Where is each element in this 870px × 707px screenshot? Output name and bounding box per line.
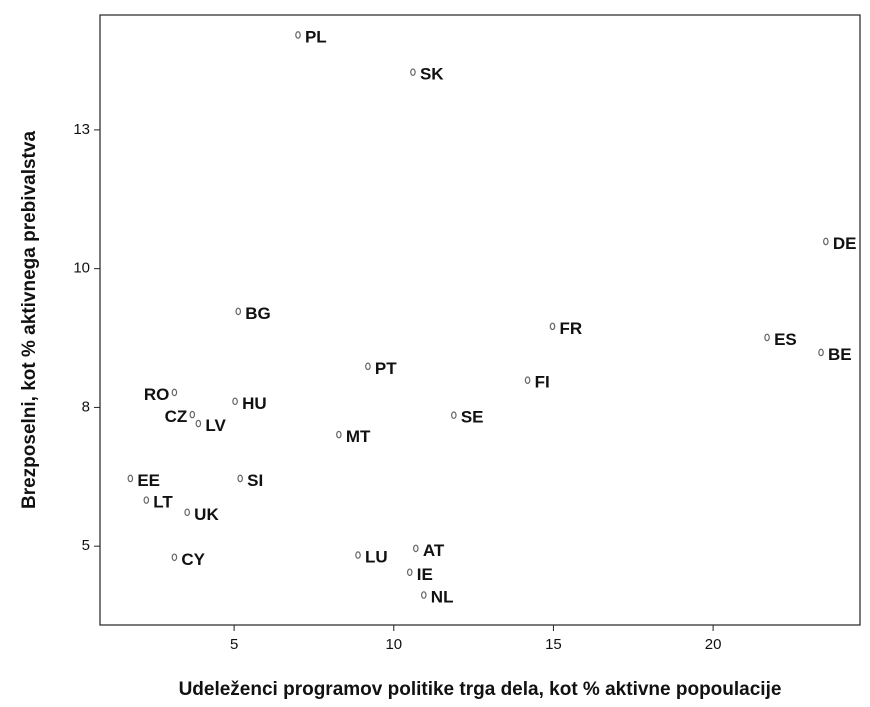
point <box>549 322 556 331</box>
point <box>184 508 190 517</box>
point-label: RO <box>144 385 170 404</box>
point <box>195 419 202 428</box>
point-label: SE <box>461 408 484 427</box>
point-label: LT <box>153 493 173 512</box>
x-tick-label: 20 <box>705 636 722 653</box>
x-tick-label: 15 <box>545 636 562 653</box>
point-label: CZ <box>165 407 188 426</box>
plot-frame <box>99 14 861 626</box>
point <box>413 544 419 553</box>
point <box>295 31 301 39</box>
point <box>818 348 824 357</box>
point-label: FI <box>535 373 550 392</box>
y-axis-title: Brezposelni, kot % aktivnega prebivalstv… <box>19 131 40 509</box>
point-label: DE <box>833 234 857 253</box>
point-label: NL <box>431 588 454 607</box>
point <box>127 474 134 483</box>
point <box>420 591 427 599</box>
point-label: PL <box>305 27 327 46</box>
point <box>171 388 178 397</box>
point-label: SK <box>420 65 444 84</box>
point-label: IE <box>417 565 433 584</box>
point-label: BG <box>245 304 271 323</box>
point-label: ES <box>774 330 797 349</box>
point <box>365 362 371 371</box>
point <box>143 496 150 504</box>
point <box>189 410 196 419</box>
point-label: CY <box>181 550 205 569</box>
point-label: LV <box>205 416 226 435</box>
y-tick-label: 10 <box>73 260 90 277</box>
y-tick-label: 8 <box>82 398 90 415</box>
point <box>232 397 238 406</box>
point <box>764 333 770 342</box>
y-tick-label: 5 <box>82 537 90 554</box>
point <box>336 430 342 439</box>
point-label: LU <box>365 548 388 567</box>
point-label: UK <box>194 505 219 524</box>
x-axis-title: Udeleženci programov politike trga dela,… <box>179 679 782 700</box>
point-label: HU <box>242 394 267 413</box>
point-label: EE <box>137 471 160 490</box>
point <box>823 237 829 246</box>
x-tick-label: 5 <box>230 636 238 653</box>
point <box>451 411 457 419</box>
point <box>524 376 531 385</box>
point <box>410 68 416 76</box>
y-tick-label: 13 <box>73 121 90 138</box>
point-label: AT <box>423 541 445 560</box>
point <box>235 307 242 316</box>
x-tick-label: 10 <box>385 636 402 653</box>
point-label: PT <box>375 359 397 378</box>
point-label: SI <box>247 471 263 490</box>
point <box>406 568 413 577</box>
point <box>171 553 178 562</box>
point-label: MT <box>346 427 371 446</box>
point-label: BE <box>828 345 852 364</box>
point-label: FR <box>559 319 582 338</box>
point <box>355 551 361 559</box>
point <box>237 474 243 483</box>
